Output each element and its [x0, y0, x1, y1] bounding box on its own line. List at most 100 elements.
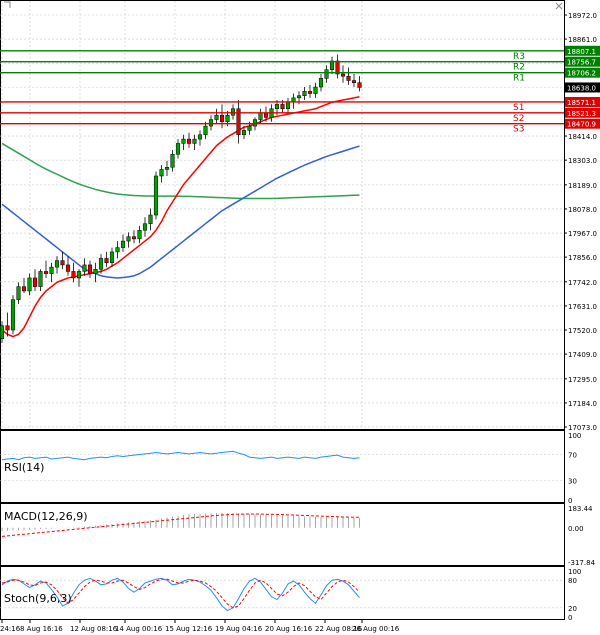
time-tick-label: 24:16	[0, 625, 21, 633]
price-tick-label: 18303.0	[568, 157, 597, 165]
candle	[175, 139, 181, 159]
candle-body	[236, 108, 241, 136]
candle-body	[71, 271, 76, 279]
stoch-tick-label: 100	[568, 568, 581, 576]
rsi-pane: 100 70 30 0 RSI(14)	[0, 430, 581, 505]
candle	[203, 121, 208, 140]
candle-body	[126, 236, 131, 242]
level-name-s1: S1	[513, 103, 524, 113]
candle-body	[16, 286, 21, 300]
ma-red-line	[1, 96, 360, 338]
candle	[170, 149, 175, 172]
candle	[87, 260, 93, 278]
candle-body	[38, 271, 43, 287]
candle-body	[5, 325, 10, 331]
candle-body	[181, 138, 186, 144]
candle-body	[329, 60, 335, 70]
candle-body	[82, 264, 87, 272]
candle	[27, 273, 32, 296]
price-tick-label: 17073.0	[568, 424, 597, 432]
price-tick-label: 17742.0	[568, 279, 597, 287]
level-name-s3: S3	[513, 125, 524, 135]
candle	[208, 115, 214, 131]
candle-body	[208, 119, 214, 127]
level-value-label: 18571.1	[567, 99, 596, 107]
candle	[43, 260, 49, 278]
candle-body	[148, 214, 153, 224]
candle-body	[153, 175, 159, 216]
candle	[10, 295, 16, 335]
pivot-levels: R3 18807.1 R2 18756.7 R1 18706.2 S1 18571.1 S2 18…	[0, 45, 600, 135]
current-price-marker: 18638.0	[565, 82, 600, 93]
candle	[335, 54, 340, 79]
candle	[181, 134, 186, 150]
candle-body	[87, 264, 93, 274]
time-tick-label: 20 Aug 16:16	[265, 625, 313, 633]
level-name-r3: R3	[513, 52, 525, 62]
candlesticks	[0, 54, 362, 344]
rsi-tick-label: 100	[568, 432, 581, 440]
candle-body	[142, 223, 148, 231]
candle	[324, 65, 329, 83]
time-tick-label: 8 Aug 16:16	[20, 625, 63, 633]
candle	[142, 217, 148, 237]
candle	[313, 82, 318, 98]
rsi-tick-label: 30	[568, 478, 577, 486]
time-tick-label: 26 Aug 00:16	[352, 625, 400, 633]
candle-body	[203, 125, 208, 136]
candle-body	[131, 236, 137, 240]
time-tick-label: 12 Aug 08:16	[70, 625, 118, 633]
candle	[307, 84, 313, 98]
candle-body	[241, 130, 247, 136]
candle	[115, 241, 120, 259]
candle-body	[109, 251, 115, 264]
candle	[302, 87, 307, 101]
candle-body	[159, 169, 164, 177]
price-tick-label: 17631.0	[568, 303, 597, 311]
candle	[65, 256, 71, 276]
candle-body	[104, 258, 109, 264]
candle-body	[175, 143, 181, 155]
rsi-line	[1, 450, 360, 461]
time-tick-label: 15 Aug 12:16	[165, 625, 213, 633]
level-name-s2: S2	[513, 114, 524, 124]
macd-histogram	[1, 512, 360, 531]
macd-tick-label: 0.00	[568, 525, 584, 533]
level-value-box	[565, 56, 600, 67]
candle-body	[115, 247, 120, 253]
candle-body	[274, 104, 280, 109]
level-value-label: 18521.3	[567, 110, 596, 118]
rsi-tick-label: 70	[568, 452, 577, 460]
time-tick-label: 22 Aug 08:16	[315, 625, 363, 633]
current-price-box	[565, 82, 600, 93]
candle-body	[225, 114, 230, 122]
candle	[329, 56, 335, 75]
candle	[241, 126, 247, 140]
candle-body	[76, 271, 82, 279]
rsi-pane-frame	[0, 430, 565, 503]
candle-body	[324, 69, 329, 79]
candle	[192, 134, 197, 150]
candle	[98, 254, 104, 274]
candle	[32, 269, 38, 291]
candle	[49, 262, 54, 283]
candle-body	[137, 229, 142, 240]
candle-body	[247, 125, 252, 131]
candle	[93, 262, 98, 283]
level-value-label: 18756.7	[567, 59, 596, 67]
candle-body	[335, 60, 340, 75]
price-tick-label: 17184.0	[568, 400, 597, 408]
candle	[197, 130, 203, 146]
candle	[120, 234, 126, 252]
level-value-box	[565, 96, 600, 107]
macd-tick-label: -317.84	[568, 559, 596, 567]
candle-body	[252, 119, 258, 127]
macd-pane-frame	[0, 503, 565, 566]
candle-body	[346, 75, 351, 81]
price-tick-label: 17967.0	[568, 230, 597, 238]
time-tick-label: 14 Aug 00:16	[115, 625, 163, 633]
price-tick-label: 18189.0	[568, 182, 597, 190]
candle	[76, 269, 82, 287]
